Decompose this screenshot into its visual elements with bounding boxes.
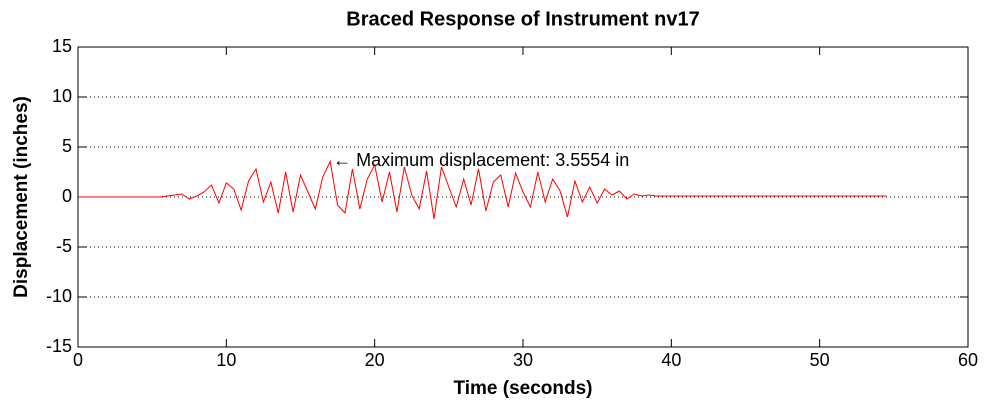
y-tick-label: 15 [52, 36, 72, 56]
x-tick-label: 0 [73, 350, 83, 370]
x-tick-label: 50 [810, 350, 830, 370]
x-axis-label: Time (seconds) [453, 378, 592, 399]
y-tick-label: -10 [46, 286, 72, 306]
y-tick-label: 5 [62, 136, 72, 156]
x-tick-label: 30 [513, 350, 533, 370]
chart-title: Braced Response of Instrument nv17 [346, 8, 699, 30]
annotation: ← Maximum displacement: 3.5554 in [333, 150, 629, 170]
y-tick-label: -15 [46, 336, 72, 356]
x-tick-label: 40 [661, 350, 681, 370]
x-tick-label: 60 [958, 350, 978, 370]
plot-frame [77, 46, 969, 348]
y-tick-label: 0 [62, 186, 72, 206]
y-axis-label: Displacement (inches) [11, 96, 32, 298]
x-tick-label: 20 [365, 350, 385, 370]
x-tick-label: 10 [216, 350, 236, 370]
data-line [78, 159, 887, 220]
y-tick-label: 10 [52, 86, 72, 106]
y-tick-label: -5 [56, 236, 72, 256]
